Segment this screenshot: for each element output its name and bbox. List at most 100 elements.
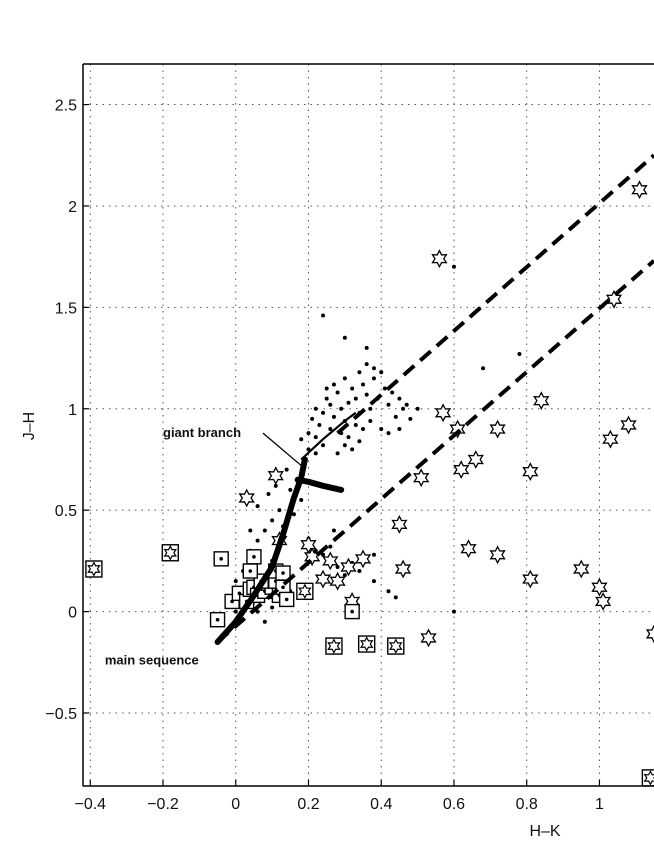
data-point-dot — [342, 443, 347, 448]
data-point-dot — [368, 406, 373, 411]
data-point-star — [522, 462, 539, 481]
data-point-dot — [310, 416, 315, 421]
data-point-dot — [335, 564, 340, 569]
data-point-square-center — [281, 585, 285, 590]
data-point-dot — [313, 548, 318, 553]
main-sequence-line — [294, 476, 345, 493]
data-point-dot — [284, 467, 289, 472]
data-point-dot — [299, 437, 304, 442]
data-point-star — [467, 450, 484, 469]
data-point-star — [449, 419, 466, 439]
data-point-dot — [328, 402, 333, 407]
data-point-star — [314, 569, 332, 589]
data-point-dot — [270, 605, 275, 610]
data-point-dot — [324, 396, 329, 401]
data-point-dot — [262, 528, 267, 533]
data-point-dot — [364, 362, 369, 367]
y-tick-label: 1.5 — [55, 300, 77, 317]
data-point-dot — [393, 595, 398, 600]
data-point-dot — [361, 382, 366, 387]
data-point-dot — [324, 386, 329, 391]
y-tick-label: 0.5 — [55, 503, 77, 520]
data-point-dot — [270, 518, 275, 523]
data-point-dot — [255, 504, 260, 509]
y-tick-label: 2.5 — [55, 98, 77, 115]
data-point-star — [605, 289, 623, 309]
y-tick-label: 0 — [68, 605, 77, 622]
data-point-dot — [321, 410, 326, 415]
data-point-dot — [288, 487, 293, 492]
data-point-dot — [371, 579, 376, 584]
series-layer — [85, 153, 654, 787]
data-point-dot — [313, 451, 318, 456]
reddening-line — [336, 153, 654, 435]
data-point-dot — [364, 392, 369, 397]
data-point-dot — [248, 528, 253, 533]
giant-branch-label: giant branch — [163, 425, 241, 440]
data-point-square-center — [252, 555, 256, 559]
data-point-dot — [306, 431, 311, 436]
data-point-star — [489, 419, 506, 439]
data-point-dot — [415, 406, 420, 411]
data-point-dot — [233, 609, 238, 614]
data-point-dot — [342, 376, 347, 381]
data-point-star — [394, 559, 412, 579]
data-point-star — [591, 577, 608, 597]
data-point-dot — [321, 552, 326, 557]
reddening-line — [216, 259, 654, 644]
data-point-dot — [328, 427, 333, 432]
data-point-star — [573, 559, 590, 579]
data-point-dot — [313, 406, 318, 411]
data-point-dot — [346, 435, 351, 440]
data-point-square-star — [359, 636, 374, 652]
data-point-dot — [386, 431, 391, 436]
data-point-dot — [371, 366, 376, 371]
x-tick-label: 0.2 — [297, 796, 319, 813]
data-point-square-star — [298, 583, 312, 600]
data-point-dot — [331, 414, 336, 419]
data-point-square-center — [215, 617, 220, 622]
y-tick-label: −0.5 — [45, 706, 77, 723]
data-point-dot — [346, 400, 351, 405]
data-point-dot — [353, 396, 358, 401]
data-point-star — [522, 569, 539, 589]
x-tick-label: 1 — [595, 796, 604, 813]
data-point-star — [602, 429, 619, 449]
data-point-dot — [357, 439, 362, 444]
data-point-dot — [233, 579, 238, 584]
data-point-dot — [364, 345, 369, 350]
data-point-dot — [321, 443, 326, 448]
data-point-dot — [331, 382, 336, 387]
data-point-dot — [339, 406, 344, 411]
data-point-dot — [266, 491, 271, 496]
data-point-dot — [393, 414, 398, 419]
data-point-star — [620, 415, 637, 435]
data-point-star — [631, 180, 648, 200]
data-point-dot — [273, 483, 278, 488]
data-point-star — [645, 624, 654, 644]
data-point-square-center — [248, 569, 253, 573]
data-point-dot — [331, 528, 336, 533]
data-point-dot — [357, 370, 362, 375]
data-point-star — [238, 488, 255, 508]
data-point-dot — [328, 544, 333, 549]
data-point-dot — [408, 416, 413, 421]
y-axis-label: J–H — [21, 412, 38, 440]
data-point-dot — [371, 376, 376, 381]
data-point-square-star — [163, 545, 178, 561]
data-point-star — [489, 545, 506, 565]
data-point-star — [431, 249, 448, 269]
data-point-star — [354, 549, 372, 569]
data-point-dot — [321, 313, 326, 318]
data-point-dot — [313, 435, 318, 440]
data-point-dot — [386, 402, 391, 407]
data-point-star — [329, 571, 346, 591]
data-point-square-star — [643, 770, 654, 786]
data-point-star — [434, 403, 452, 423]
data-point-dot — [386, 589, 391, 594]
data-point-star — [460, 539, 477, 559]
data-point-star — [267, 466, 284, 486]
data-point-square-center — [281, 571, 285, 575]
